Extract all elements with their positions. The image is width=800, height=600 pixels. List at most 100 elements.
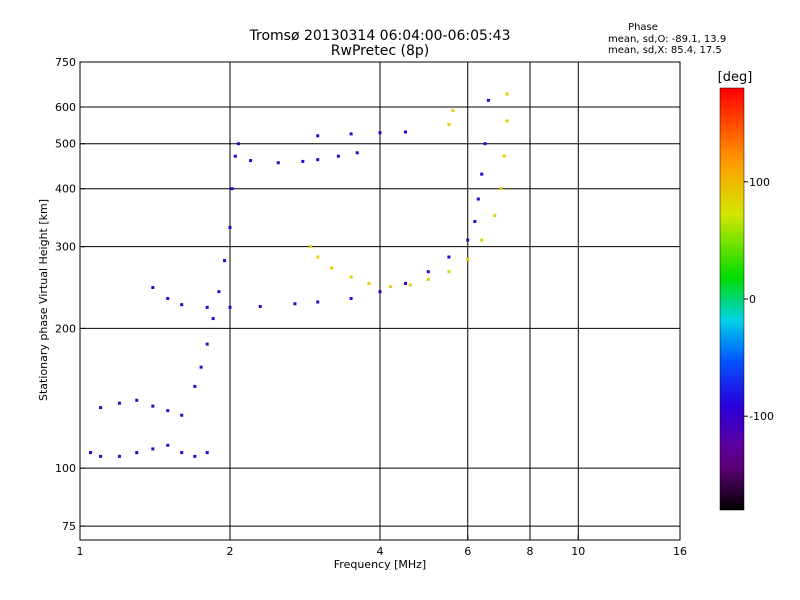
data-point	[480, 172, 484, 176]
stats-o-line: mean, sd,O: -89.1, 13.9	[608, 34, 726, 45]
data-point	[233, 154, 237, 158]
data-point	[217, 290, 221, 294]
data-point	[336, 154, 340, 158]
data-point	[483, 142, 487, 146]
data-point	[355, 151, 359, 155]
data-point	[180, 451, 184, 455]
data-point	[230, 187, 234, 191]
colorbar-bar	[719, 87, 745, 511]
chart-subtitle: RwPretec (8p)	[331, 43, 429, 59]
data-point	[505, 92, 509, 96]
y-tick-label: 400	[55, 183, 76, 196]
data-point	[502, 154, 506, 158]
data-point	[135, 398, 139, 402]
colorbar: 100 0 -100	[719, 87, 774, 511]
data-point	[166, 443, 170, 447]
data-point	[151, 286, 155, 290]
data-point	[316, 255, 320, 259]
x-tick-label: 4	[377, 545, 384, 558]
data-point	[378, 290, 382, 294]
data-point	[180, 303, 184, 307]
data-point	[447, 255, 451, 259]
data-point	[408, 283, 412, 287]
data-point	[151, 447, 155, 451]
data-point	[349, 275, 353, 279]
data-point	[367, 281, 371, 285]
data-point	[199, 365, 203, 369]
y-tick-label: 75	[62, 520, 76, 533]
x-tick-label: 10	[571, 545, 585, 558]
data-point	[308, 245, 312, 249]
data-point	[301, 159, 305, 163]
data-point	[117, 401, 121, 405]
data-point	[451, 108, 455, 112]
data-point	[349, 296, 353, 300]
data-point	[486, 98, 490, 102]
x-tick-label: 1	[77, 545, 84, 558]
data-point	[276, 161, 280, 165]
x-axis-label: Frequency [MHz]	[334, 558, 426, 571]
stats-x-line: mean, sd,X: 85.4, 17.5	[608, 45, 722, 56]
data-point	[205, 451, 209, 455]
data-point	[426, 270, 430, 274]
y-tick-label: 600	[55, 101, 76, 114]
data-point	[403, 130, 407, 134]
data-point	[89, 451, 93, 455]
data-point	[228, 305, 232, 309]
data-point	[223, 259, 227, 263]
colorbar-tick-label: 0	[749, 293, 756, 306]
data-point	[389, 285, 393, 289]
colorbar-tick-label: -100	[749, 410, 774, 423]
y-axis-label: Stationary phase Virtual Height [km]	[37, 199, 50, 401]
data-point	[205, 305, 209, 309]
chart-title: Tromsø 20130314 06:04:00-06:05:43	[249, 28, 511, 44]
plot-area: 1 2 4 6 8 10 16 75 100 200 300 400 500 600 750	[55, 56, 687, 558]
x-tick-label: 6	[464, 545, 471, 558]
data-point	[473, 219, 477, 223]
data-point	[151, 404, 155, 408]
y-tick-label: 200	[55, 322, 76, 335]
y-tick-label: 750	[55, 56, 76, 69]
y-tick-label: 300	[55, 241, 76, 254]
data-point	[447, 123, 451, 127]
data-point	[316, 300, 320, 304]
data-point	[505, 119, 509, 123]
data-point	[316, 134, 320, 138]
data-point	[211, 317, 215, 321]
data-point	[330, 266, 334, 270]
stats-title: Phase	[628, 22, 658, 33]
data-point	[293, 302, 297, 306]
data-point	[135, 451, 139, 455]
data-point	[493, 214, 497, 218]
x-tick-label: 16	[673, 545, 687, 558]
y-tick-label: 500	[55, 138, 76, 151]
data-point	[447, 270, 451, 274]
data-point	[480, 238, 484, 242]
data-point	[205, 342, 209, 346]
data-point	[499, 187, 503, 191]
data-point	[193, 454, 197, 458]
data-point	[99, 454, 103, 458]
data-point	[180, 413, 184, 417]
data-point	[228, 225, 232, 229]
y-tick-label: 100	[55, 462, 76, 475]
data-point	[403, 281, 407, 285]
data-point	[426, 277, 430, 281]
data-point	[236, 142, 240, 146]
data-point	[316, 158, 320, 162]
x-tick-label: 2	[227, 545, 234, 558]
data-point	[258, 304, 262, 308]
data-point	[476, 197, 480, 201]
data-point	[349, 132, 353, 136]
colorbar-label: [deg]	[718, 70, 753, 85]
data-point	[166, 409, 170, 413]
data-point	[166, 296, 170, 300]
data-point	[466, 238, 470, 242]
data-point	[193, 384, 197, 388]
x-tick-label: 8	[527, 545, 534, 558]
data-point	[99, 406, 103, 410]
data-point	[249, 159, 253, 163]
data-point	[466, 257, 470, 261]
data-point	[117, 454, 121, 458]
